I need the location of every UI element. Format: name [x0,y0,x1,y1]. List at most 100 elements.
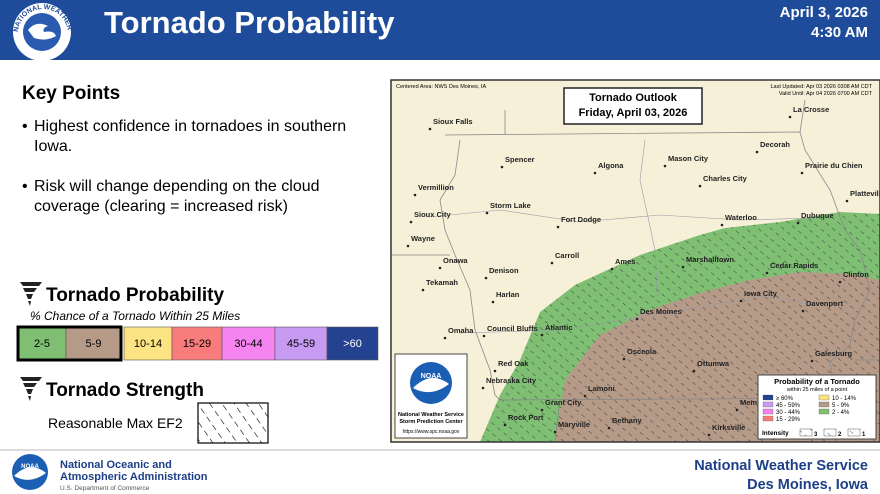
strength-hatch [197,402,269,444]
city-label: Sioux Falls [433,117,473,126]
city-labels: Sioux Falls La Crosse Decorah Spencer Algona… [406,105,880,437]
header-date: April 3, 2026 [780,4,868,21]
probability-label: >60 [343,338,362,350]
city-label: Grant City [545,398,582,407]
city-label: Prairie du Chien [805,161,863,170]
map-legend-entries: ≥ 60% 10 - 14% 45 - 59% 5 - 9% 30 - 44% 2 - 4… [762,394,866,438]
key-point: Highest confidence in tornadoes in south… [22,117,372,157]
city-dot [845,199,849,203]
map-legend-label: 10 - 14% [832,396,857,402]
city-dot [443,336,447,340]
city-label: Spencer [505,155,535,164]
city-dot [739,299,743,303]
city-label: Council Bluffs [487,324,538,333]
nws-logo-cloud [28,23,56,40]
strength-title: Tornado Strength [46,380,204,401]
city-dot [540,333,544,337]
city-label: La Crosse [793,105,829,114]
outlook-date: Friday, April 03, 2026 [579,107,688,119]
city-dot [801,309,805,313]
highlight-frame [16,325,123,362]
map-frame [390,79,880,443]
probability-swatch [171,326,223,361]
city-dot [635,317,639,321]
map-legend-label: 45 - 59% [776,403,801,409]
spc-line2: Storm Prediction Center [399,419,463,425]
city-dot [484,276,488,280]
map-legend-swatch [818,394,830,401]
map-centered-area: Centered Area: NWS Des Moines, IA [396,84,487,90]
map-legend-swatch [818,408,830,415]
city-label: Kirksville [712,423,745,432]
office-location: Des Moines, Iowa [747,477,869,493]
spc-url: https://www.spc.noaa.gov [403,429,460,435]
city-label: Storm Lake [490,201,531,210]
city-dot [428,127,432,131]
map-legend-subtitle: within 25 miles of a point [786,387,848,393]
city-label: Tekamah [426,278,458,287]
city-label: Des Moines [640,307,682,316]
probability-swatch [17,326,67,361]
map-legend-swatch [818,401,830,408]
city-label: Wayne [411,234,435,243]
intensity-swatch [847,428,861,437]
city-dot [482,334,486,338]
outlook-box [563,87,703,125]
tornado-icon [20,282,42,401]
city-label: Omaha [448,326,474,335]
city-label: Iowa City [744,289,778,298]
city-label: Clinton [843,270,869,279]
city-label: Mem [740,398,757,407]
map-legend-swatch [762,401,774,408]
intensity-level: 1 [862,432,866,438]
city-label: Ames [615,257,635,266]
intensity-level: 3 [814,432,818,438]
city-label: Sioux City [414,210,452,219]
city-label: Marshalltown [686,255,734,264]
probability-label: 30-44 [234,338,262,350]
city-dot [610,267,614,271]
roads [429,139,824,334]
probability-label: 15-29 [183,338,211,350]
city-dot [788,115,792,119]
city-dot [765,271,769,275]
spc-line1: National Weather Service [398,412,464,418]
city-dot [409,220,413,224]
map-legend-label: 2 - 4% [832,410,850,416]
city-label: Osceola [627,347,657,356]
agency-line2: Atmospheric Administration [60,471,208,483]
city-label: Algona [598,161,624,170]
noaa-logo-bird [14,467,46,480]
city-label: Vermillion [418,183,454,192]
city-dot [540,408,544,412]
city-dot [438,266,442,270]
city-label: Rock Port [508,413,544,422]
map-legend-title: Probability of a Tornado [774,377,860,386]
map-legend-swatch [762,415,774,422]
city-label: Platteville [850,189,880,198]
city-label: Cedar Rapids [770,261,818,270]
city-dot [583,394,587,398]
city-dot [755,150,759,154]
header-bar [0,0,880,60]
city-dot [500,165,504,169]
probability-swatch [123,326,173,361]
city-dot [413,193,417,197]
city-dot [698,184,702,188]
city-dot [503,423,507,427]
city-dot [622,357,626,361]
map-legend-swatch [762,408,774,415]
key-points: Key Points Highest confidence in tornado… [22,83,372,237]
city-label: Galesburg [815,349,853,358]
city-label: Harlan [496,290,520,299]
probability-label: 5-9 [86,338,102,350]
city-dot [493,369,497,373]
agency-line1: National Oceanic and [60,459,172,471]
key-points-list: Highest confidence in tornadoes in south… [22,117,372,217]
city-label: Fort Dodge [561,215,601,224]
city-dot [681,265,685,269]
strength-label: Reasonable Max EF2 [48,415,183,431]
city-label: Denison [489,266,519,275]
city-label: Decorah [760,140,790,149]
city-dot [485,211,489,215]
